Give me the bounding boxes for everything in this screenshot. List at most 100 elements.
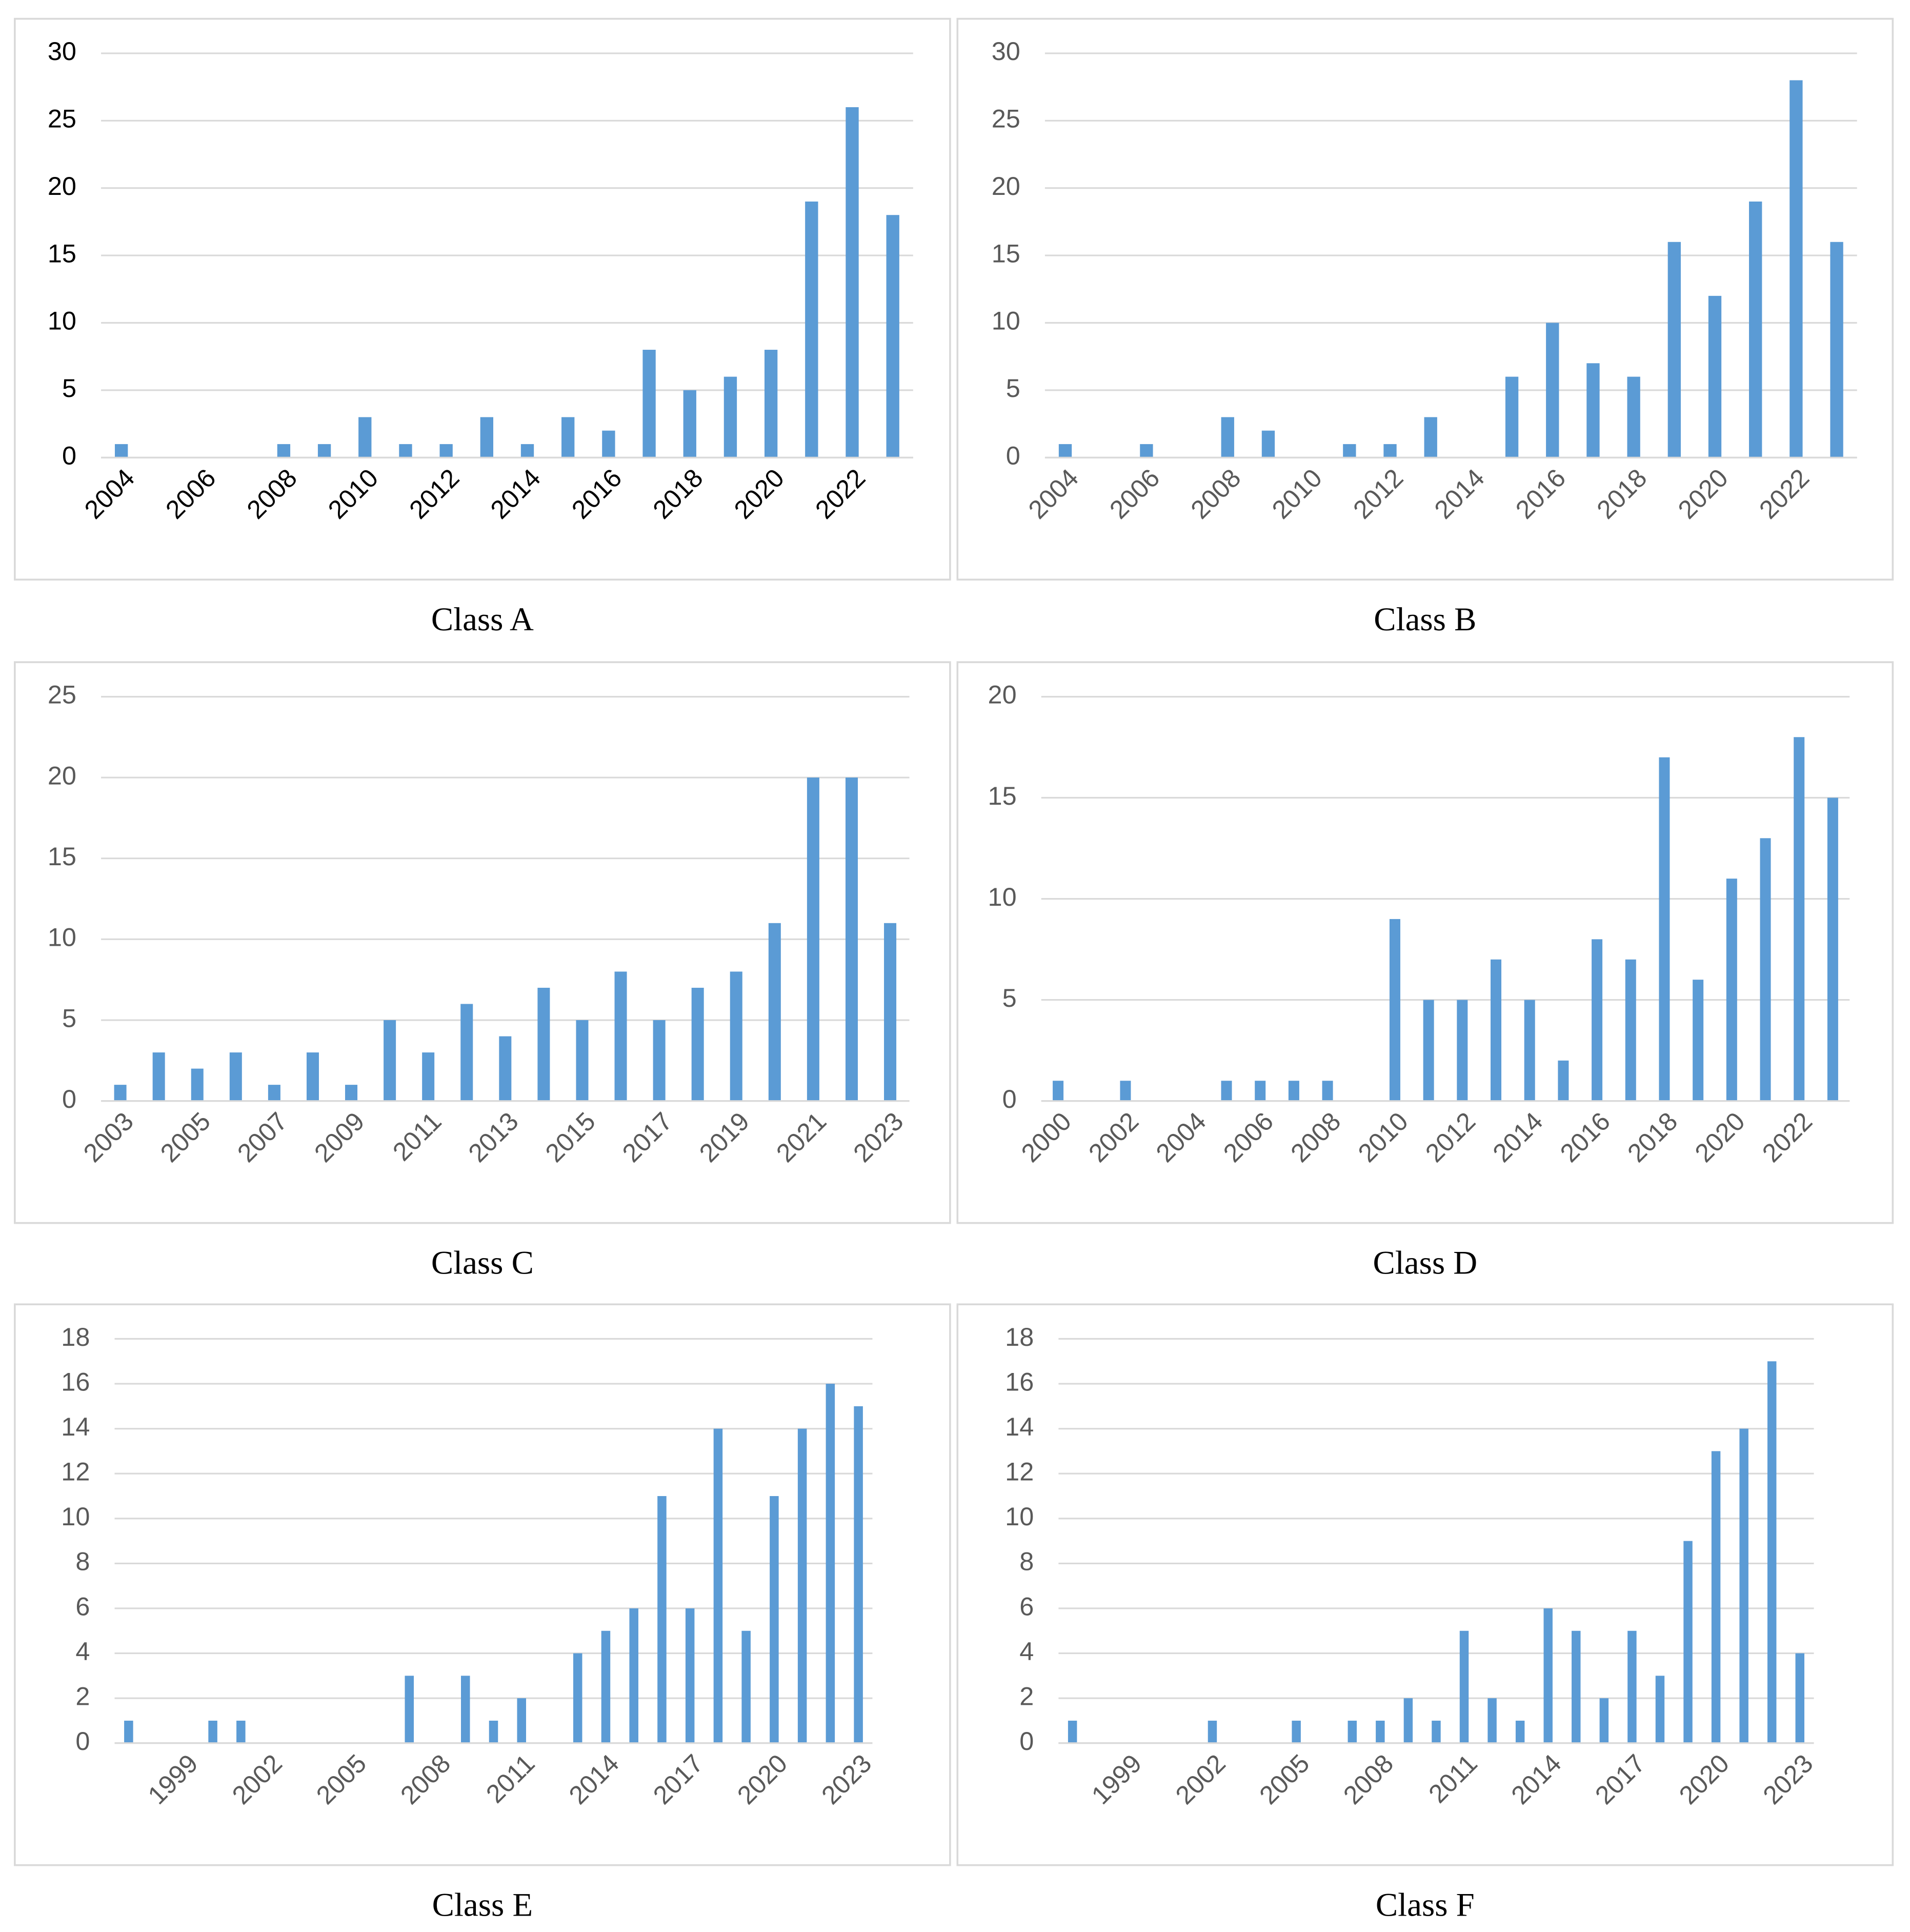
x-tick-label: 2014 — [1505, 1748, 1567, 1810]
chart-panel: 0 2 4 6 8 10 12 14 16 18 1999 2002 2005 2008 2011 2014 2… — [956, 1303, 1894, 1924]
bar — [1795, 1653, 1804, 1743]
x-tick-label: 2012 — [1348, 463, 1409, 525]
bar — [1760, 838, 1771, 1101]
x-tick-label: 2010 — [1352, 1106, 1414, 1168]
y-tick-label: 5 — [1002, 983, 1017, 1012]
x-tick-label: 2016 — [566, 463, 628, 525]
bar — [1221, 1081, 1232, 1101]
bar — [576, 1020, 589, 1101]
x-tick-label: 2020 — [728, 463, 790, 525]
x-tick-label: 2005 — [1254, 1748, 1315, 1810]
chart-title: Class C — [431, 1245, 534, 1282]
panel-border — [956, 1303, 1894, 1866]
bar — [1726, 879, 1737, 1101]
bar — [1667, 242, 1681, 458]
bar — [845, 778, 858, 1101]
x-tick-label: 2014 — [485, 463, 546, 525]
bar — [1208, 1720, 1217, 1743]
bar — [1053, 1081, 1064, 1101]
bar — [345, 1085, 358, 1101]
bar — [1659, 757, 1670, 1101]
y-tick-label: 10 — [988, 882, 1017, 911]
x-tick-label: 2023 — [1757, 1748, 1819, 1810]
bar — [573, 1653, 582, 1743]
bar — [685, 1608, 695, 1743]
x-tick-label: 2020 — [1673, 1748, 1735, 1810]
chart-title: Class B — [1374, 601, 1476, 638]
bar — [384, 1020, 396, 1101]
bar — [268, 1085, 280, 1101]
bar — [1749, 201, 1762, 458]
bar — [1457, 1000, 1468, 1101]
bar — [460, 1676, 470, 1743]
bar — [797, 1428, 807, 1743]
y-tick-label: 0 — [1006, 441, 1020, 470]
bar — [236, 1720, 246, 1743]
chart-panel: 0 5 10 15 20 25 30 2004 2006 2008 2010 2012 2014 2016… — [956, 17, 1894, 638]
bar — [1543, 1608, 1553, 1743]
bar — [1693, 980, 1704, 1101]
y-tick-label: 25 — [992, 104, 1020, 133]
bar — [1515, 1720, 1525, 1743]
y-tick-label: 10 — [61, 1502, 90, 1531]
x-tick-label: 2018 — [647, 463, 709, 525]
bar — [1739, 1428, 1748, 1743]
bar — [601, 1630, 611, 1743]
x-tick-label: 2011 — [1423, 1748, 1483, 1808]
x-tick-label: 2011 — [480, 1748, 540, 1808]
y-tick-label: 18 — [61, 1322, 90, 1351]
y-tick-label: 20 — [48, 761, 76, 790]
bar — [1827, 798, 1838, 1101]
y-tick-label: 5 — [62, 373, 76, 403]
panel-border — [14, 1303, 951, 1866]
bar — [1255, 1081, 1266, 1101]
bar — [191, 1068, 204, 1101]
x-tick-label: 2002 — [226, 1748, 288, 1810]
chart-panel: 0 5 10 15 20 2000 2002 2004 2006 2008 2010 2012 2014… — [956, 661, 1894, 1282]
y-tick-label: 16 — [1005, 1367, 1034, 1396]
x-tick-label: 2014 — [1487, 1106, 1549, 1168]
y-tick-label: 14 — [1005, 1412, 1034, 1441]
chart-panel: 0 2 4 6 8 10 12 14 16 18 1999 2002 2005 2008 2011 2014 2… — [14, 1303, 951, 1924]
bar — [208, 1720, 217, 1743]
y-tick-label: 25 — [48, 104, 76, 133]
chart-title: Class D — [1373, 1245, 1478, 1282]
x-tick-label: 2009 — [309, 1106, 370, 1168]
y-tick-label: 30 — [992, 36, 1020, 66]
bar — [805, 201, 818, 458]
bar — [653, 1020, 666, 1101]
y-tick-label: 15 — [988, 781, 1017, 810]
y-tick-label: 10 — [1005, 1502, 1034, 1531]
y-tick-label: 20 — [988, 680, 1017, 709]
x-tick-label: 2005 — [154, 1106, 216, 1168]
bar — [1487, 1698, 1497, 1743]
x-tick-label: 2016 — [1554, 1106, 1616, 1168]
bar — [770, 1496, 779, 1743]
x-tick-label: 2007 — [232, 1106, 293, 1168]
bar — [1586, 363, 1600, 458]
bar — [399, 444, 412, 458]
x-tick-label: 2018 — [1622, 1106, 1683, 1168]
y-tick-label: 20 — [992, 171, 1020, 201]
y-tick-label: 0 — [1019, 1726, 1034, 1756]
bar — [1459, 1630, 1469, 1743]
bar — [1625, 959, 1636, 1101]
bar — [1343, 444, 1356, 458]
x-tick-label: 2008 — [1338, 1748, 1399, 1810]
bar — [1627, 376, 1640, 458]
bar — [1424, 417, 1437, 458]
bar — [1708, 295, 1722, 458]
bar — [1261, 430, 1275, 458]
bar — [723, 376, 737, 458]
bar — [1627, 1630, 1637, 1743]
y-tick-label: 18 — [1005, 1322, 1034, 1351]
y-tick-label: 12 — [1005, 1457, 1034, 1486]
y-tick-label: 10 — [48, 306, 76, 335]
x-tick-label: 2003 — [77, 1106, 139, 1168]
y-tick-label: 12 — [61, 1457, 90, 1486]
x-tick-label: 2022 — [810, 463, 871, 525]
panel-border — [14, 17, 951, 581]
bar — [1068, 1720, 1077, 1743]
x-tick-label: 2015 — [539, 1106, 601, 1168]
